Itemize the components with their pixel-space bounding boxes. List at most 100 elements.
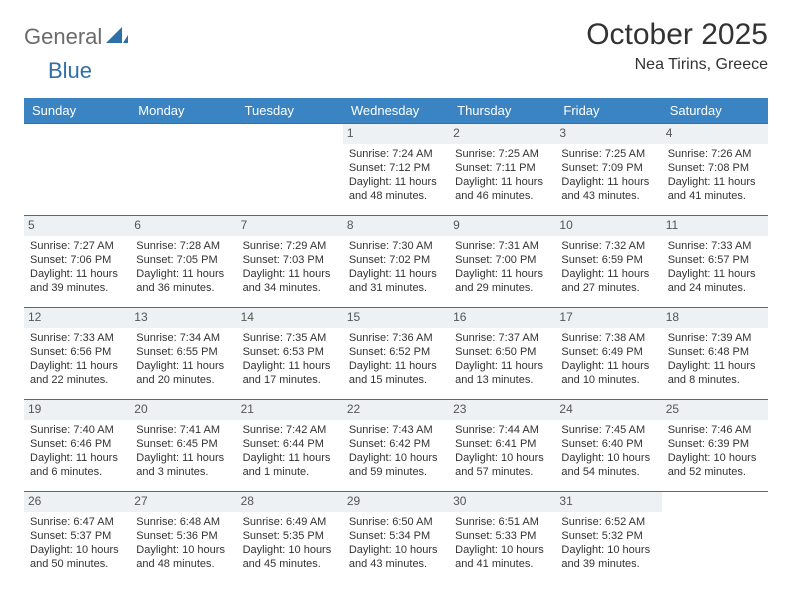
sunrise-line: Sunrise: 7:45 AM (561, 423, 655, 437)
day-number: 29 (343, 492, 449, 512)
day-number: 1 (343, 124, 449, 144)
sunset-line: Sunset: 6:56 PM (30, 345, 124, 359)
sunrise-line: Sunrise: 7:27 AM (30, 239, 124, 253)
sunset-line: Sunset: 5:37 PM (30, 529, 124, 543)
day-number: 8 (343, 216, 449, 236)
day-number: 20 (130, 400, 236, 420)
day-number: 10 (555, 216, 661, 236)
weekday-header: Saturday (662, 98, 768, 124)
day-number: 26 (24, 492, 130, 512)
logo-text-blue: Blue (48, 58, 92, 84)
calendar-cell: 16Sunrise: 7:37 AMSunset: 6:50 PMDayligh… (449, 308, 555, 400)
day-number: 22 (343, 400, 449, 420)
calendar-cell: 9Sunrise: 7:31 AMSunset: 7:00 PMDaylight… (449, 216, 555, 308)
sunset-line: Sunset: 6:57 PM (668, 253, 762, 267)
daylight-line: Daylight: 11 hours and 36 minutes. (136, 267, 230, 296)
calendar-cell: 4Sunrise: 7:26 AMSunset: 7:08 PMDaylight… (662, 124, 768, 216)
weekday-header: Sunday (24, 98, 130, 124)
calendar-cell: 28Sunrise: 6:49 AMSunset: 5:35 PMDayligh… (237, 492, 343, 584)
daylight-line: Daylight: 11 hours and 1 minute. (243, 451, 337, 480)
day-number: 14 (237, 308, 343, 328)
calendar-cell: 11Sunrise: 7:33 AMSunset: 6:57 PMDayligh… (662, 216, 768, 308)
sunset-line: Sunset: 7:12 PM (349, 161, 443, 175)
day-number: 15 (343, 308, 449, 328)
day-number: 13 (130, 308, 236, 328)
daylight-line: Daylight: 11 hours and 43 minutes. (561, 175, 655, 204)
sunrise-line: Sunrise: 7:29 AM (243, 239, 337, 253)
sunset-line: Sunset: 6:44 PM (243, 437, 337, 451)
sunset-line: Sunset: 6:50 PM (455, 345, 549, 359)
day-number: 24 (555, 400, 661, 420)
sunrise-line: Sunrise: 7:33 AM (668, 239, 762, 253)
sunset-line: Sunset: 7:02 PM (349, 253, 443, 267)
sunset-line: Sunset: 7:08 PM (668, 161, 762, 175)
calendar-cell: 30Sunrise: 6:51 AMSunset: 5:33 PMDayligh… (449, 492, 555, 584)
daylight-line: Daylight: 11 hours and 46 minutes. (455, 175, 549, 204)
sunrise-line: Sunrise: 7:33 AM (30, 331, 124, 345)
sunrise-line: Sunrise: 7:46 AM (668, 423, 762, 437)
weekday-header: Friday (555, 98, 661, 124)
calendar-cell: 27Sunrise: 6:48 AMSunset: 5:36 PMDayligh… (130, 492, 236, 584)
sunset-line: Sunset: 6:52 PM (349, 345, 443, 359)
calendar-cell: 3Sunrise: 7:25 AMSunset: 7:09 PMDaylight… (555, 124, 661, 216)
logo-text-general: General (24, 24, 102, 50)
calendar-cell: 26Sunrise: 6:47 AMSunset: 5:37 PMDayligh… (24, 492, 130, 584)
daylight-line: Daylight: 11 hours and 22 minutes. (30, 359, 124, 388)
sunrise-line: Sunrise: 7:42 AM (243, 423, 337, 437)
calendar-row: 19Sunrise: 7:40 AMSunset: 6:46 PMDayligh… (24, 400, 768, 492)
sunset-line: Sunset: 6:45 PM (136, 437, 230, 451)
sunset-line: Sunset: 6:48 PM (668, 345, 762, 359)
calendar-cell: 24 Sunrise: 7:45 AMSunset: 6:40 PMDayligh… (555, 400, 661, 492)
day-number: 19 (24, 400, 130, 420)
calendar-cell: 14Sunrise: 7:35 AMSunset: 6:53 PMDayligh… (237, 308, 343, 400)
calendar-row: 12Sunrise: 7:33 AMSunset: 6:56 PMDayligh… (24, 308, 768, 400)
calendar-cell: 2Sunrise: 7:25 AMSunset: 7:11 PMDaylight… (449, 124, 555, 216)
weekday-header-row: SundayMondayTuesdayWednesdayThursdayFrid… (24, 98, 768, 124)
sunset-line: Sunset: 5:32 PM (561, 529, 655, 543)
sunrise-line: Sunrise: 7:35 AM (243, 331, 337, 345)
calendar-row: ...1Sunrise: 7:24 AMSunset: 7:12 PMDayli… (24, 124, 768, 216)
sunrise-line: Sunrise: 6:50 AM (349, 515, 443, 529)
sunrise-line: Sunrise: 7:41 AM (136, 423, 230, 437)
day-number: 3 (555, 124, 661, 144)
calendar-cell: 13Sunrise: 7:34 AMSunset: 6:55 PMDayligh… (130, 308, 236, 400)
calendar-cell: 21Sunrise: 7:42 AMSunset: 6:44 PMDayligh… (237, 400, 343, 492)
day-number: 28 (237, 492, 343, 512)
page-subtitle: Nea Tirins, Greece (586, 56, 768, 74)
sunset-line: Sunset: 6:41 PM (455, 437, 549, 451)
page-title: October 2025 (586, 18, 768, 52)
sunrise-line: Sunrise: 7:39 AM (668, 331, 762, 345)
weekday-header: Monday (130, 98, 236, 124)
sunset-line: Sunset: 7:11 PM (455, 161, 549, 175)
calendar-cell: 8Sunrise: 7:30 AMSunset: 7:02 PMDaylight… (343, 216, 449, 308)
daylight-line: Daylight: 11 hours and 34 minutes. (243, 267, 337, 296)
daylight-line: Daylight: 10 hours and 39 minutes. (561, 543, 655, 572)
daylight-line: Daylight: 11 hours and 20 minutes. (136, 359, 230, 388)
sunrise-line: Sunrise: 7:44 AM (455, 423, 549, 437)
daylight-line: Daylight: 11 hours and 27 minutes. (561, 267, 655, 296)
sunrise-line: Sunrise: 6:47 AM (30, 515, 124, 529)
sunset-line: Sunset: 7:00 PM (455, 253, 549, 267)
calendar-cell: 17Sunrise: 7:38 AMSunset: 6:49 PMDayligh… (555, 308, 661, 400)
calendar-table: SundayMondayTuesdayWednesdayThursdayFrid… (24, 98, 768, 584)
daylight-line: Daylight: 11 hours and 10 minutes. (561, 359, 655, 388)
calendar-row: 26 Sunrise: 6:47 AMSunset: 5:37 PM Dayligh… (24, 492, 768, 584)
calendar-cell: 31Sunrise: 6:52 AMSunset: 5:32 PMDayligh… (555, 492, 661, 584)
daylight-line: Daylight: 10 hours and 45 minutes. (243, 543, 337, 572)
calendar-cell: 25Sunrise: 7:46 AMSunset: 6:39 PMDayligh… (662, 400, 768, 492)
day-number: 2 (449, 124, 555, 144)
daylight-line: Daylight: 11 hours and 48 minutes. (349, 175, 443, 204)
calendar-cell: 19Sunrise: 7:40 AMSunset: 6:46 PMDayligh… (24, 400, 130, 492)
daylight-line: Daylight: 11 hours and 6 minutes. (30, 451, 124, 480)
sunset-line: Sunset: 7:06 PM (30, 253, 124, 267)
day-number: 31 (555, 492, 661, 512)
sunset-line: Sunset: 6:53 PM (243, 345, 337, 359)
daylight-line: Daylight: 11 hours and 13 minutes. (455, 359, 549, 388)
daylight-line: Daylight: 11 hours and 39 minutes. (30, 267, 124, 296)
day-number: 18 (662, 308, 768, 328)
calendar-cell: 20Sunrise: 7:41 AMSunset: 6:45 PMDayligh… (130, 400, 236, 492)
daylight-line: Daylight: 11 hours and 24 minutes. (668, 267, 762, 296)
sunset-line: Sunset: 6:40 PM (561, 437, 655, 451)
daylight-line: Daylight: 10 hours and 54 minutes. (561, 451, 655, 480)
sunrise-line: Sunrise: 6:49 AM (243, 515, 337, 529)
